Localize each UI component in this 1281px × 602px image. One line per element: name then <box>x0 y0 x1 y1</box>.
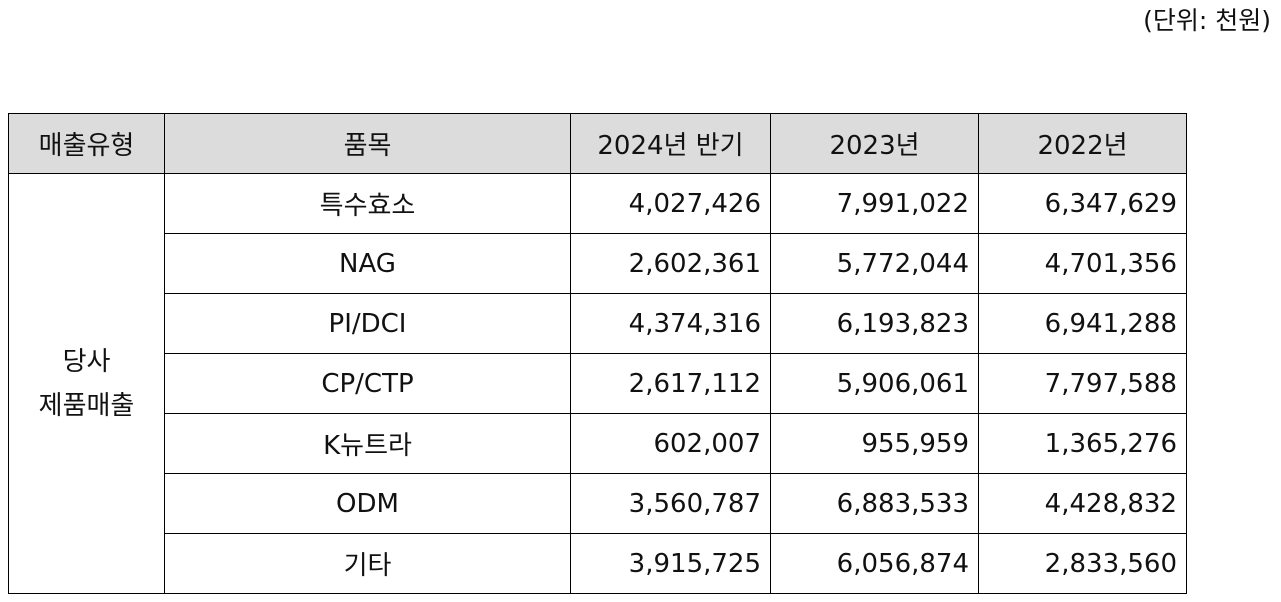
header-item: 품목 <box>164 113 571 174</box>
value-2023: 6,883,533 <box>770 473 979 534</box>
value-2022: 2,833,560 <box>978 533 1187 594</box>
header-sales-type: 매출유형 <box>8 113 165 174</box>
value-2024-half: 2,617,112 <box>570 353 771 414</box>
table-row: PI/DCI 4,374,316 6,193,823 6,941,288 <box>9 293 1187 354</box>
item-cell: CP/CTP <box>164 353 571 414</box>
value-2022: 1,365,276 <box>978 413 1187 474</box>
value-2022: 4,701,356 <box>978 233 1187 294</box>
value-2024-half: 4,027,426 <box>570 173 771 234</box>
value-2022: 4,428,832 <box>978 473 1187 534</box>
item-cell: 기타 <box>164 533 571 594</box>
value-2023: 7,991,022 <box>770 173 979 234</box>
sales-table: 매출유형 품목 2024년 반기 2023년 2022년 당사 제품매출 특수효… <box>8 113 1187 594</box>
value-2023: 6,193,823 <box>770 293 979 354</box>
header-row: 매출유형 품목 2024년 반기 2023년 2022년 <box>8 113 1187 174</box>
table-row: CP/CTP 2,617,112 5,906,061 7,797,588 <box>9 353 1187 414</box>
value-2022: 7,797,588 <box>978 353 1187 414</box>
header-2023: 2023년 <box>770 113 979 174</box>
unit-note: (단위: 천원) <box>1143 6 1271 35</box>
item-cell: PI/DCI <box>164 293 571 354</box>
value-2024-half: 3,915,725 <box>570 533 771 594</box>
value-2024-half: 602,007 <box>570 413 771 474</box>
value-2022: 6,347,629 <box>978 173 1187 234</box>
value-2022: 6,941,288 <box>978 293 1187 354</box>
value-2023: 5,772,044 <box>770 233 979 294</box>
item-cell: 특수효소 <box>164 173 571 234</box>
item-cell: ODM <box>164 473 571 534</box>
value-2023: 6,056,874 <box>770 533 979 594</box>
sales-type-line-1: 당사 <box>62 346 111 377</box>
table-row: K뉴트라 602,007 955,959 1,365,276 <box>9 413 1187 474</box>
value-2024-half: 3,560,787 <box>570 473 771 534</box>
header-2022: 2022년 <box>978 113 1187 174</box>
sales-type-line-2: 제품매출 <box>38 390 135 421</box>
table-row: 당사 제품매출 특수효소 4,027,426 7,991,022 6,347,6… <box>8 173 1187 594</box>
table-row: ODM 3,560,787 6,883,533 4,428,832 <box>9 473 1187 534</box>
table-row: NAG 2,602,361 5,772,044 4,701,356 <box>9 233 1187 294</box>
value-2023: 5,906,061 <box>770 353 979 414</box>
value-2024-half: 4,374,316 <box>570 293 771 354</box>
table-row: 기타 3,915,725 6,056,874 2,833,560 <box>9 533 1187 594</box>
value-2024-half: 2,602,361 <box>570 233 771 294</box>
item-cell: NAG <box>164 233 571 294</box>
header-2024-half: 2024년 반기 <box>570 113 771 174</box>
value-2023: 955,959 <box>770 413 979 474</box>
sales-type-cell: 당사 제품매출 <box>8 173 165 594</box>
item-cell: K뉴트라 <box>164 413 571 474</box>
